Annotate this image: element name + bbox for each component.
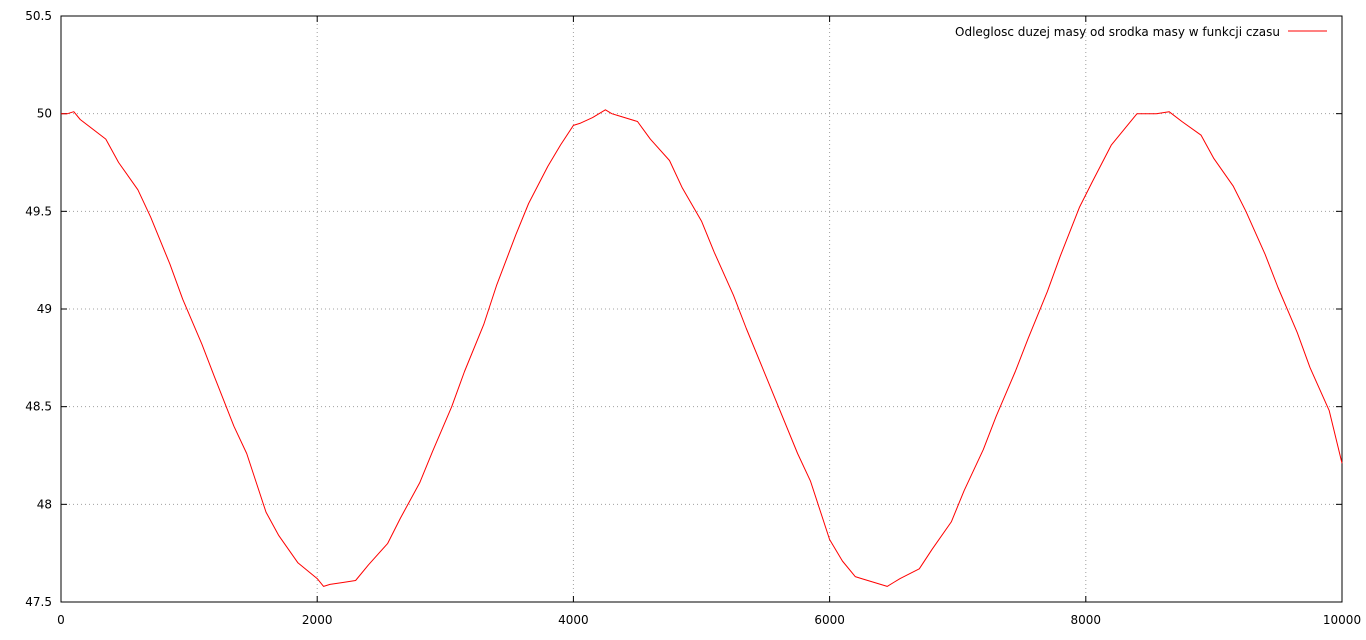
y-tick-label: 48.5 [25, 400, 52, 414]
y-tick-label: 48 [37, 497, 52, 511]
x-tick-label: 6000 [814, 613, 845, 627]
y-tick-label: 47.5 [25, 595, 52, 609]
y-tick-label: 49.5 [25, 204, 52, 218]
x-tick-label: 0 [57, 613, 65, 627]
axis-ticks [60, 15, 1343, 603]
legend-label: Odleglosc duzej masy od srodka masy w fu… [955, 25, 1280, 39]
y-axis-tick-labels: 47.5 48 48.5 49 49.5 50 50.5 [25, 9, 52, 609]
legend: Odleglosc duzej masy od srodka masy w fu… [955, 25, 1327, 39]
x-tick-label: 2000 [302, 613, 333, 627]
series-line [61, 109, 1343, 587]
x-tick-label: 8000 [1071, 613, 1102, 627]
grid-lines [61, 16, 1342, 602]
x-tick-label: 4000 [558, 613, 589, 627]
x-axis-tick-labels: 0 2000 4000 6000 8000 10000 [57, 613, 1361, 627]
series-group [61, 109, 1343, 587]
y-tick-label: 49 [37, 302, 52, 316]
x-tick-label: 10000 [1323, 613, 1361, 627]
y-tick-label: 50.5 [25, 9, 52, 23]
y-tick-label: 50 [37, 107, 52, 121]
